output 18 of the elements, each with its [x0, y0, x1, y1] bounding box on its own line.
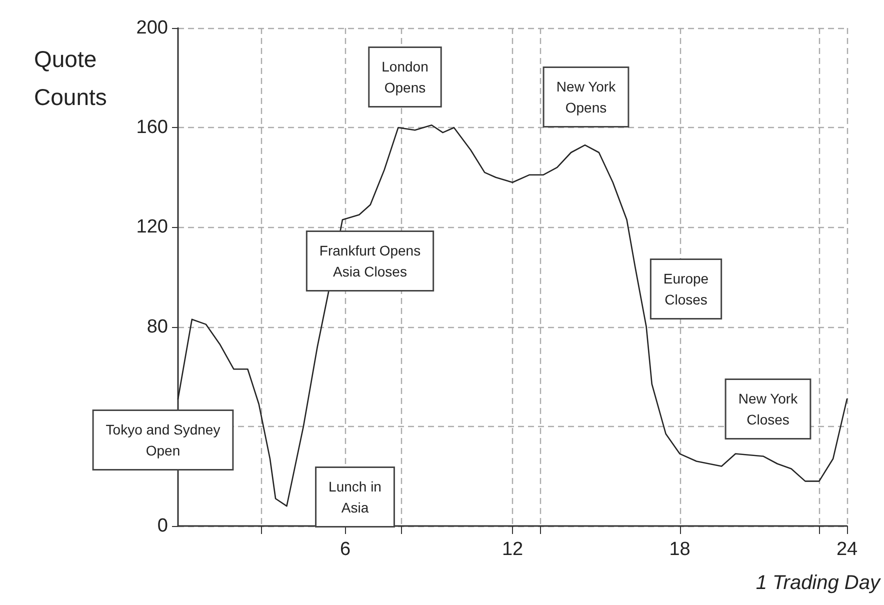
y-tick-label: 160 — [136, 117, 168, 138]
annotation: New York Closes — [738, 390, 799, 428]
x-tick-label: 12 — [502, 539, 524, 560]
annotation: Frankfurt Opens Asia Closes — [319, 242, 421, 280]
annotation: Europe Closes — [663, 270, 709, 308]
y-tick-label: 80 — [146, 316, 168, 338]
annotation: London Opens — [382, 58, 428, 96]
annotation: Lunch in Asia — [328, 478, 382, 516]
x-tick-label: 18 — [669, 539, 690, 560]
x-tick-label: 6 — [340, 539, 351, 560]
y-tick-label: 120 — [136, 216, 168, 238]
annotation: New York Opens — [556, 78, 617, 116]
x-tick-label: 24 — [836, 539, 858, 560]
annotation: Tokyo and Sydney Open — [106, 422, 220, 458]
y-axis-title: Quote Counts — [34, 46, 107, 110]
x-axis-title: 1 Trading Day — [756, 572, 881, 594]
y-tick-label: 0 — [157, 516, 168, 536]
y-tick-label: 200 — [136, 18, 168, 38]
